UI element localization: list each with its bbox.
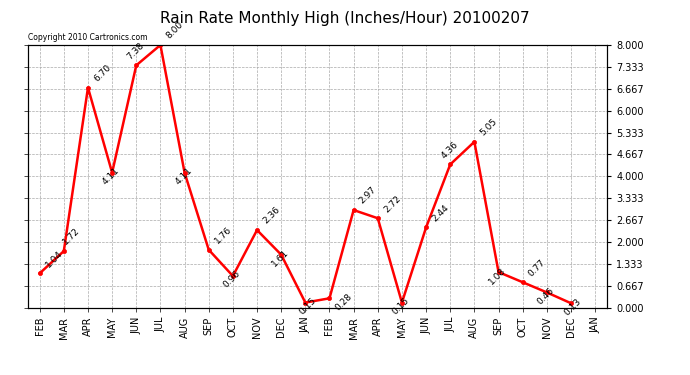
Text: 5.05: 5.05: [479, 117, 499, 138]
Text: 0.15: 0.15: [391, 296, 411, 316]
Text: 0.28: 0.28: [334, 292, 354, 312]
Text: 4.36: 4.36: [439, 140, 460, 160]
Text: 0.96: 0.96: [221, 269, 242, 290]
Text: 1.76: 1.76: [213, 225, 233, 246]
Text: 8.00: 8.00: [165, 20, 185, 41]
Text: 1.72: 1.72: [61, 226, 81, 247]
Text: 2.72: 2.72: [382, 194, 402, 214]
Text: 1.04: 1.04: [44, 249, 64, 269]
Text: 4.11: 4.11: [173, 166, 194, 186]
Text: 0.15: 0.15: [297, 296, 317, 316]
Text: Rain Rate Monthly High (Inches/Hour) 20100207: Rain Rate Monthly High (Inches/Hour) 201…: [160, 11, 530, 26]
Text: 1.61: 1.61: [270, 248, 290, 268]
Text: 7.38: 7.38: [125, 40, 146, 61]
Text: 2.36: 2.36: [262, 206, 282, 226]
Text: 2.97: 2.97: [358, 185, 378, 206]
Text: 0.46: 0.46: [535, 286, 556, 306]
Text: 0.13: 0.13: [562, 297, 583, 317]
Text: 2.44: 2.44: [431, 203, 451, 223]
Text: 6.70: 6.70: [92, 63, 112, 84]
Text: 0.77: 0.77: [527, 258, 547, 278]
Text: 1.08: 1.08: [487, 266, 508, 286]
Text: Copyright 2010 Cartronics.com: Copyright 2010 Cartronics.com: [28, 33, 147, 42]
Text: 4.11: 4.11: [101, 166, 121, 186]
